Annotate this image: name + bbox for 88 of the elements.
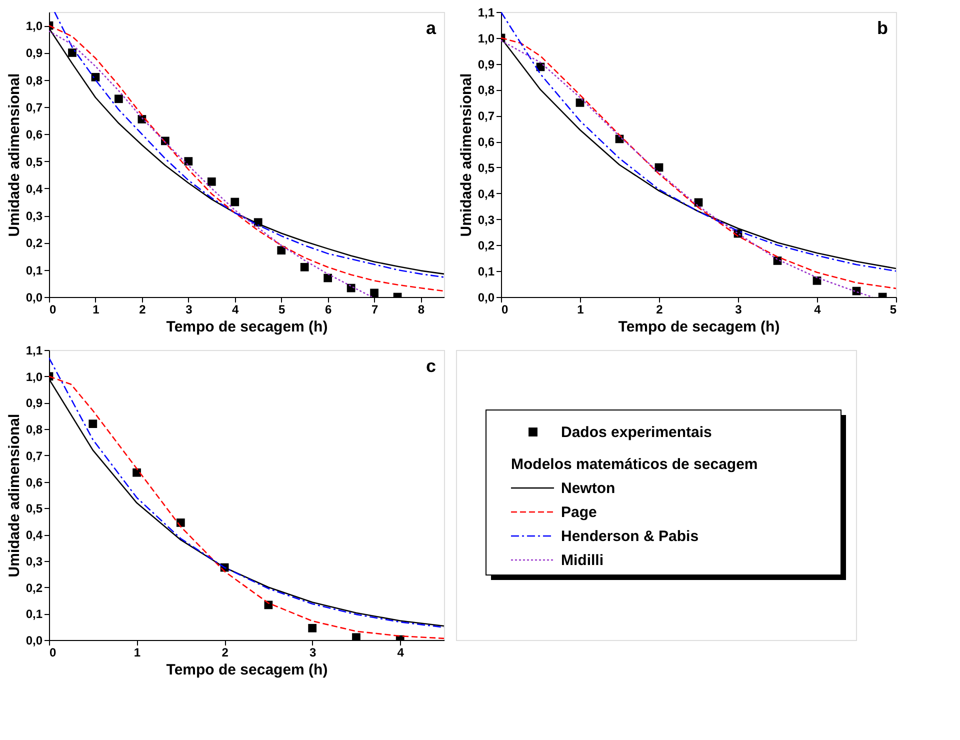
y-tick-label: 0,3 xyxy=(478,212,495,227)
y-tick-label: 0,7 xyxy=(26,100,43,114)
y-tick-label: 0,2 xyxy=(478,238,495,253)
x-tick-label: 4 xyxy=(814,302,822,316)
y-tick-label: 0,6 xyxy=(478,135,495,150)
y-tick-label: 0,8 xyxy=(26,73,43,88)
legend-label: Henderson & Pabis xyxy=(561,528,699,545)
y-tick-label: 1,0 xyxy=(26,370,43,384)
x-tick-label: 1 xyxy=(577,302,584,316)
legend-label: Page xyxy=(561,504,597,521)
x-tick-label: 0 xyxy=(50,302,56,316)
y-tick-label: 0,2 xyxy=(26,236,43,250)
point xyxy=(576,98,584,107)
y-tick-label: 0,1 xyxy=(26,607,43,622)
y-axis-title: Umidade adimensional xyxy=(6,73,23,237)
y-tick-label: 0,6 xyxy=(26,475,43,490)
x-tick-label: 2 xyxy=(139,302,146,316)
y-tick-label: 0,6 xyxy=(26,128,43,142)
point xyxy=(812,276,822,285)
annotation: a xyxy=(426,18,437,38)
x-tick-label: 3 xyxy=(186,302,193,316)
point xyxy=(88,420,98,428)
x-axis-title: Tempo de secagem (h) xyxy=(166,318,328,336)
x-tick-label: 8 xyxy=(418,302,425,316)
y-tick-label: 0,7 xyxy=(26,448,43,463)
y-axis-title: Umidade adimensional xyxy=(6,414,23,578)
x-tick-label: 2 xyxy=(656,302,664,316)
y-tick-label: 0,9 xyxy=(26,46,43,60)
x-tick-label: 1 xyxy=(92,302,100,316)
y-tick-label: 0,7 xyxy=(478,109,495,124)
y-tick-label: 0,0 xyxy=(26,290,43,304)
x-tick-label: 6 xyxy=(324,302,332,316)
point xyxy=(207,177,216,186)
y-tick-label: 1,0 xyxy=(26,19,43,34)
point xyxy=(370,288,378,297)
x-tick-label: 1 xyxy=(134,646,141,660)
y-tick-label: 0,5 xyxy=(478,160,495,175)
y-tick-label: 0,1 xyxy=(26,263,43,278)
x-tick-label: 0 xyxy=(50,646,56,660)
x-tick-label: 2 xyxy=(222,646,229,660)
legend-title: Modelos matemáticos de secagem xyxy=(511,456,758,473)
point xyxy=(132,468,141,477)
x-tick-label: 5 xyxy=(278,302,286,316)
point xyxy=(176,518,185,527)
y-tick-label: 1,1 xyxy=(26,344,43,358)
annotation: c xyxy=(426,356,436,376)
y-tick-label: 1,1 xyxy=(478,6,495,20)
y-axis-title: Umidade adimensional xyxy=(458,73,475,237)
y-tick-label: 0,5 xyxy=(26,502,43,516)
point xyxy=(230,198,240,206)
y-tick-label: 0,9 xyxy=(478,57,495,72)
y-tick-label: 0,8 xyxy=(26,422,43,437)
y-tick-label: 0,5 xyxy=(26,154,43,169)
y-tick-label: 0,8 xyxy=(478,83,495,98)
y-tick-label: 0,1 xyxy=(478,264,495,279)
legend-label: Newton xyxy=(561,480,616,497)
y-tick-label: 0,4 xyxy=(26,528,43,542)
point xyxy=(352,633,360,640)
y-tick-label: 0,2 xyxy=(26,580,43,595)
point xyxy=(300,262,309,272)
y-tick-label: 1,0 xyxy=(478,31,495,46)
y-tick-label: 0,9 xyxy=(26,396,43,410)
point xyxy=(308,624,317,632)
x-tick-label: 4 xyxy=(397,646,404,660)
x-tick-label: 4 xyxy=(232,302,240,316)
point xyxy=(324,274,332,282)
x-tick-label: 0 xyxy=(502,302,508,316)
y-tick-label: 0,3 xyxy=(26,554,43,568)
legend-label: Midilli xyxy=(561,552,604,569)
y-tick-label: 0,0 xyxy=(478,290,495,304)
x-tick-label: 3 xyxy=(735,302,742,316)
y-tick-label: 0,3 xyxy=(26,209,43,224)
point xyxy=(68,48,76,57)
x-tick-label: 3 xyxy=(309,646,316,660)
x-axis-title: Tempo de secagem (h) xyxy=(618,318,780,336)
point xyxy=(277,246,286,254)
y-tick-label: 0,4 xyxy=(26,182,43,196)
point xyxy=(114,94,123,104)
point xyxy=(91,72,100,82)
y-tick-label: 0,4 xyxy=(478,186,495,201)
x-axis-title: Tempo de secagem (h) xyxy=(166,662,328,678)
legend-label: Dados experimentais xyxy=(561,424,712,441)
point xyxy=(184,157,193,166)
x-tick-label: 5 xyxy=(890,302,897,316)
x-tick-label: 7 xyxy=(371,302,378,316)
point xyxy=(694,198,703,207)
annotation: b xyxy=(877,18,888,38)
y-tick-label: 0,0 xyxy=(26,634,43,648)
